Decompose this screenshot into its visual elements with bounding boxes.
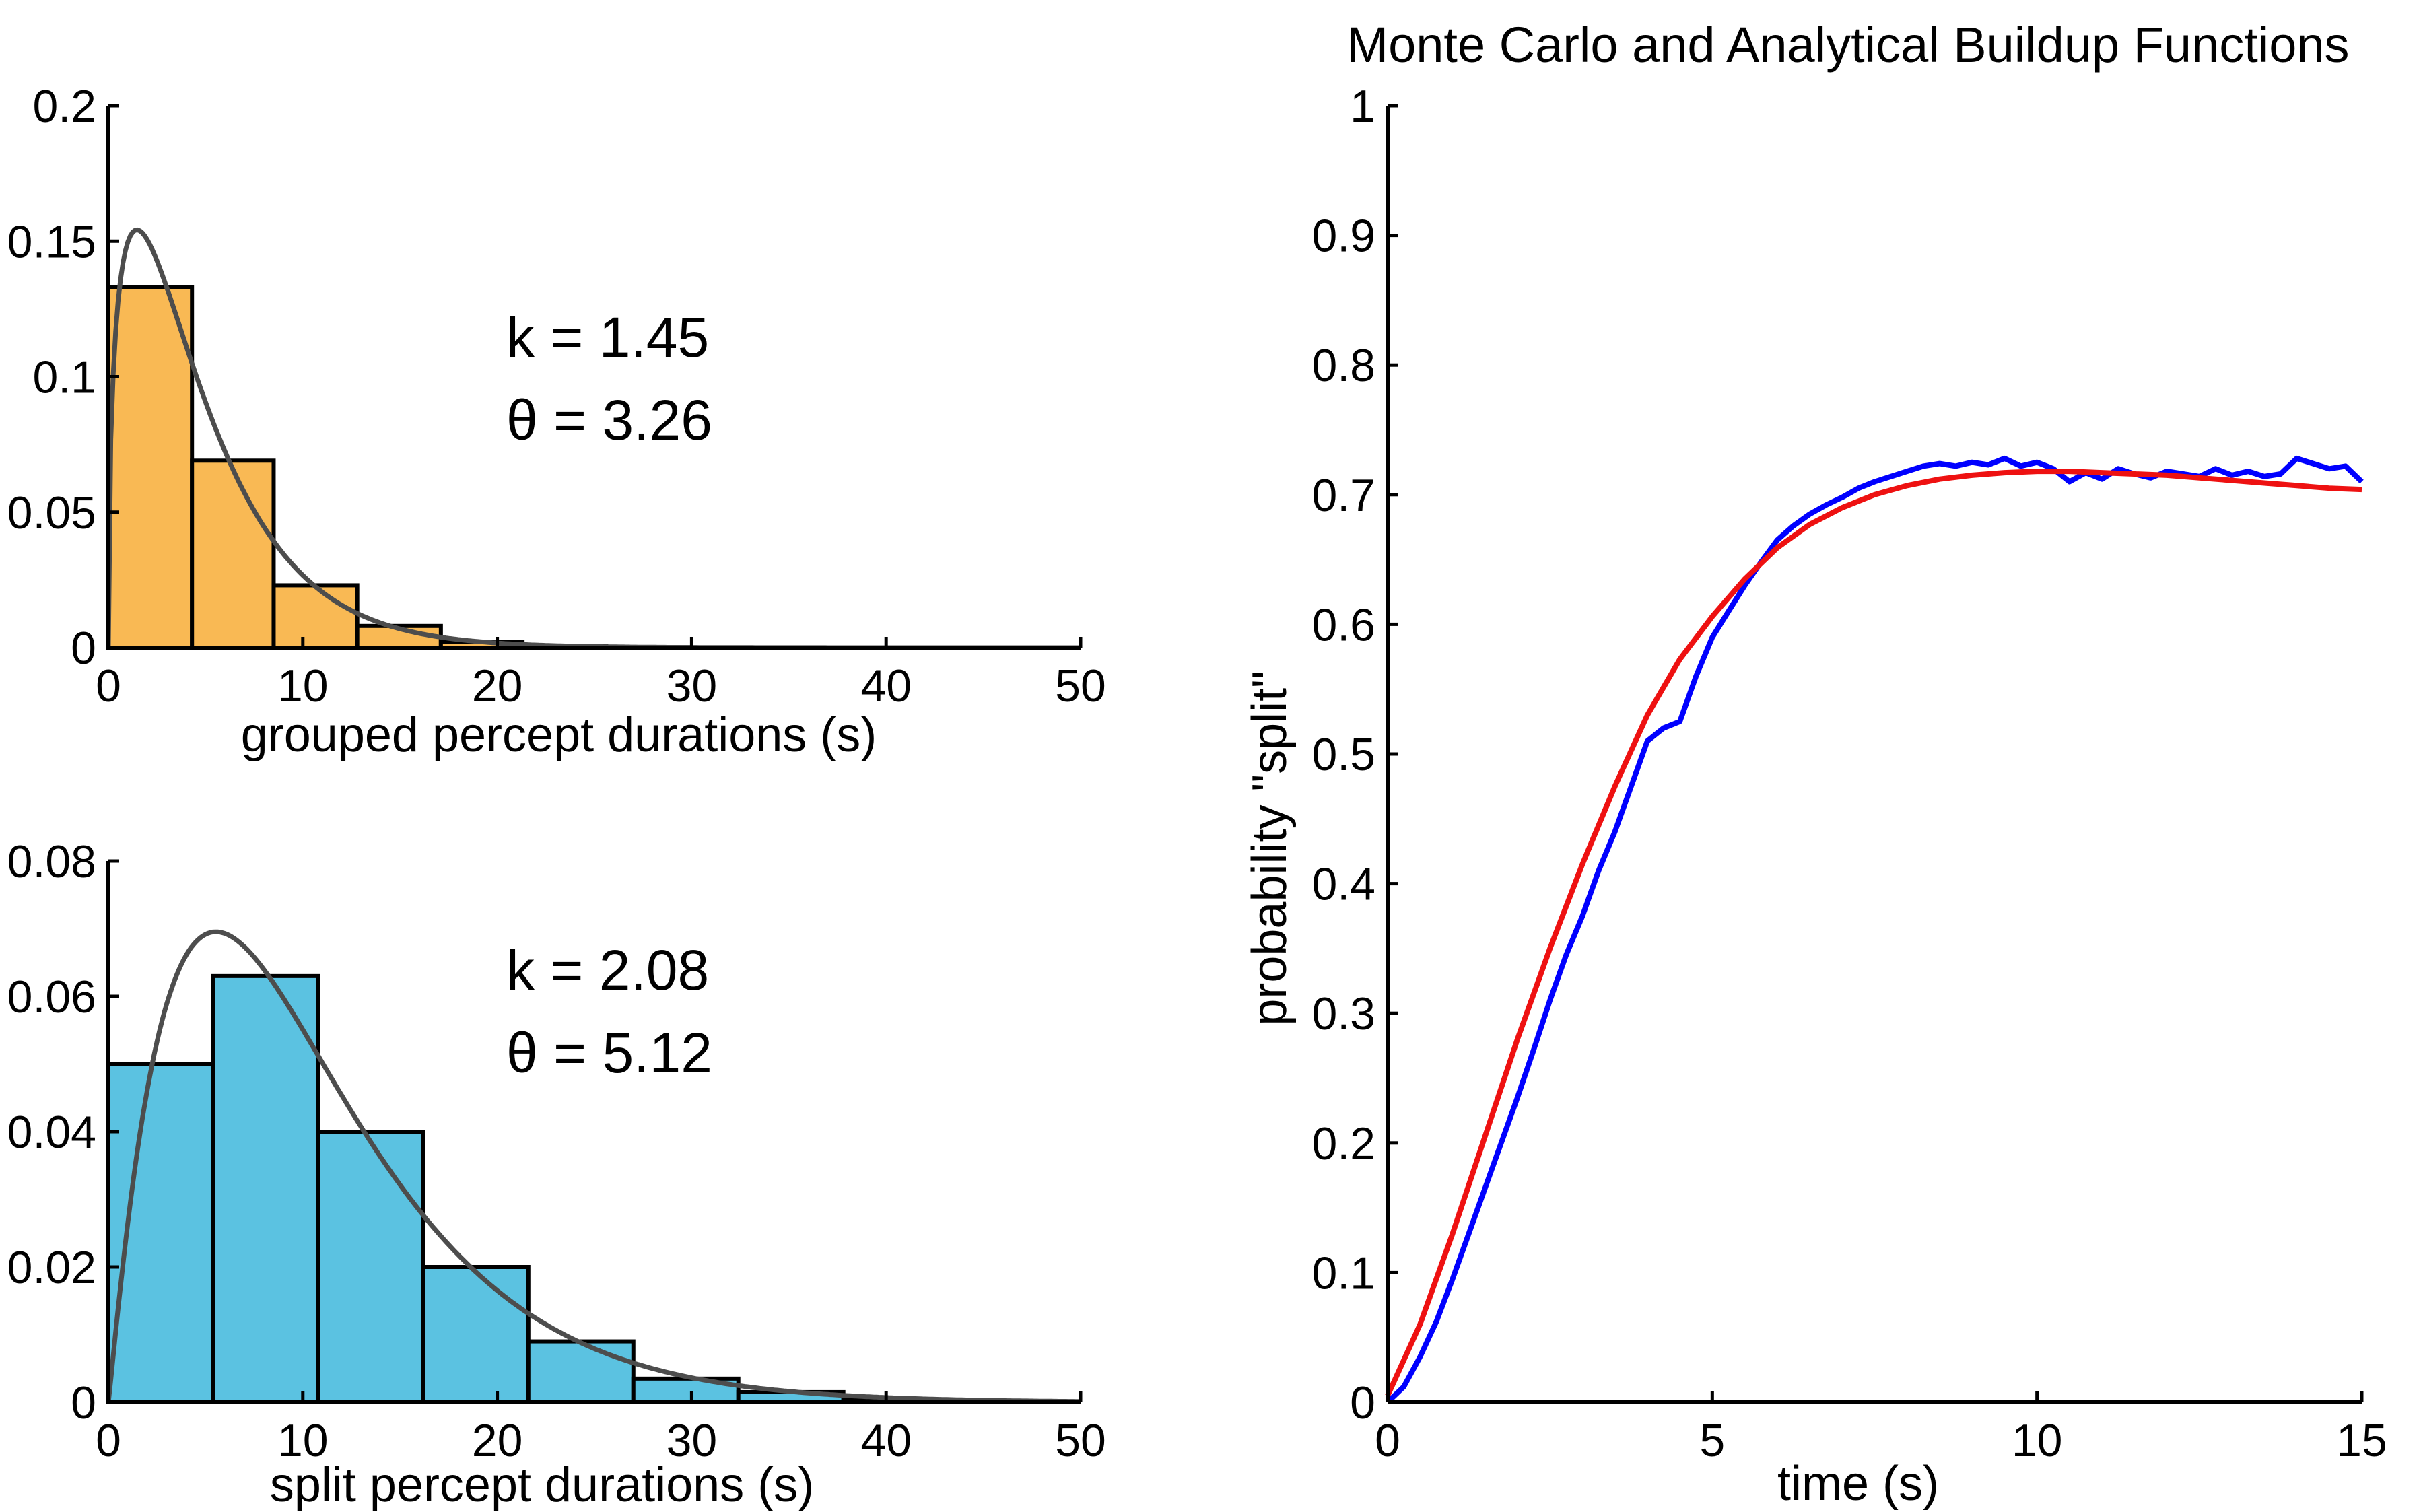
buildup-ytick-label: 1 (1350, 81, 1375, 132)
split-xtick-label: 40 (860, 1415, 912, 1466)
split-xtick-label: 10 (277, 1415, 329, 1466)
grouped-bar (190, 458, 276, 650)
split-bar (526, 1339, 636, 1405)
grouped-axes: 0 10 20 30 40 50 0 0.05 0.1 0.15 0.2 (7, 81, 1106, 712)
grouped-ytick-label: 0 (71, 623, 96, 674)
split-gamma-fit-curve (106, 929, 1081, 1404)
split-axes: 0 10 20 30 40 50 0 0.02 0.04 0.06 0.08 (7, 836, 1106, 1466)
grouped-annotation-theta: θ = 3.26 (506, 388, 712, 452)
grouped-ytick-label: 0.15 (7, 216, 96, 267)
grouped-bar (271, 583, 360, 650)
grouped-xtick-label: 30 (667, 660, 718, 712)
buildup-line-chart-panel: Monte Carlo and Analytical Buildup Funct… (1243, 17, 2387, 1511)
analytical-series-line (1385, 469, 2362, 1398)
split-xlabel: split percept durations (s) (270, 1458, 814, 1512)
buildup-xlabel: time (s) (1777, 1457, 1939, 1511)
buildup-chart-title: Monte Carlo and Analytical Buildup Funct… (1346, 17, 2349, 73)
buildup-ytick-label: 0.5 (1311, 729, 1375, 780)
buildup-ytick-label: 0.4 (1311, 859, 1375, 910)
buildup-ytick-label: 0.1 (1311, 1247, 1375, 1299)
split-ytick-label: 0.08 (7, 836, 96, 887)
split-bar (106, 1062, 215, 1404)
split-ytick-label: 0.04 (7, 1107, 96, 1158)
grouped-xtick-label: 20 (472, 660, 523, 712)
split-bar (316, 1130, 425, 1404)
grouped-xtick-label: 40 (860, 660, 912, 712)
buildup-ytick-label: 0.9 (1311, 211, 1375, 262)
split-bar (211, 973, 320, 1404)
split-annotation-k: k = 2.08 (506, 938, 709, 1002)
split-xtick-label: 50 (1055, 1415, 1106, 1466)
grouped-xlabel: grouped percept durations (s) (241, 708, 877, 762)
grouped-ytick-label: 0.05 (7, 487, 96, 539)
grouped-histogram-panel: 0 10 20 30 40 50 0 0.05 0.1 0.15 0.2 grouped perce… (7, 81, 1106, 762)
buildup-axes: 0 5 10 15 0 0.1 0.2 0.3 0.4 0.5 0.6 0.7 0.8 0.9 1 (1311, 81, 2387, 1466)
grouped-bar (106, 285, 195, 650)
split-ytick-label: 0 (71, 1377, 96, 1429)
buildup-ytick-label: 0.7 (1311, 470, 1375, 521)
grouped-annotation-k: k = 1.45 (506, 306, 709, 369)
buildup-ylabel: probability "split" (1243, 671, 1297, 1025)
buildup-xtick-label: 15 (2336, 1415, 2387, 1466)
grouped-xtick-label: 50 (1055, 660, 1106, 712)
split-bar (421, 1265, 531, 1404)
split-annotation-theta: θ = 5.12 (506, 1021, 712, 1085)
split-xtick-label: 0 (96, 1415, 121, 1466)
buildup-ytick-label: 0 (1350, 1377, 1375, 1429)
buildup-xtick-label: 5 (1699, 1415, 1725, 1466)
grouped-xtick-label: 0 (96, 660, 121, 712)
buildup-ytick-label: 0.6 (1311, 599, 1375, 650)
split-histogram-panel: 0 10 20 30 40 50 0 0.02 0.04 0.06 0.08 split perce… (7, 836, 1106, 1512)
split-xtick-label: 30 (667, 1415, 718, 1466)
buildup-ytick-label: 0.2 (1311, 1118, 1375, 1169)
split-ytick-label: 0.02 (7, 1242, 96, 1293)
grouped-ytick-label: 0.2 (32, 81, 96, 132)
buildup-lines (1385, 455, 2364, 1404)
grouped-ytick-label: 0.1 (32, 352, 96, 403)
split-bars (106, 973, 951, 1405)
buildup-xtick-label: 10 (2012, 1415, 2063, 1466)
buildup-xtick-label: 0 (1375, 1415, 1400, 1466)
monte-carlo-series-line (1386, 455, 2364, 1404)
buildup-ytick-label: 0.8 (1311, 340, 1375, 391)
grouped-xtick-label: 10 (277, 660, 329, 712)
buildup-ytick-label: 0.3 (1311, 988, 1375, 1039)
split-xtick-label: 20 (472, 1415, 523, 1466)
split-ytick-label: 0.06 (7, 971, 96, 1023)
